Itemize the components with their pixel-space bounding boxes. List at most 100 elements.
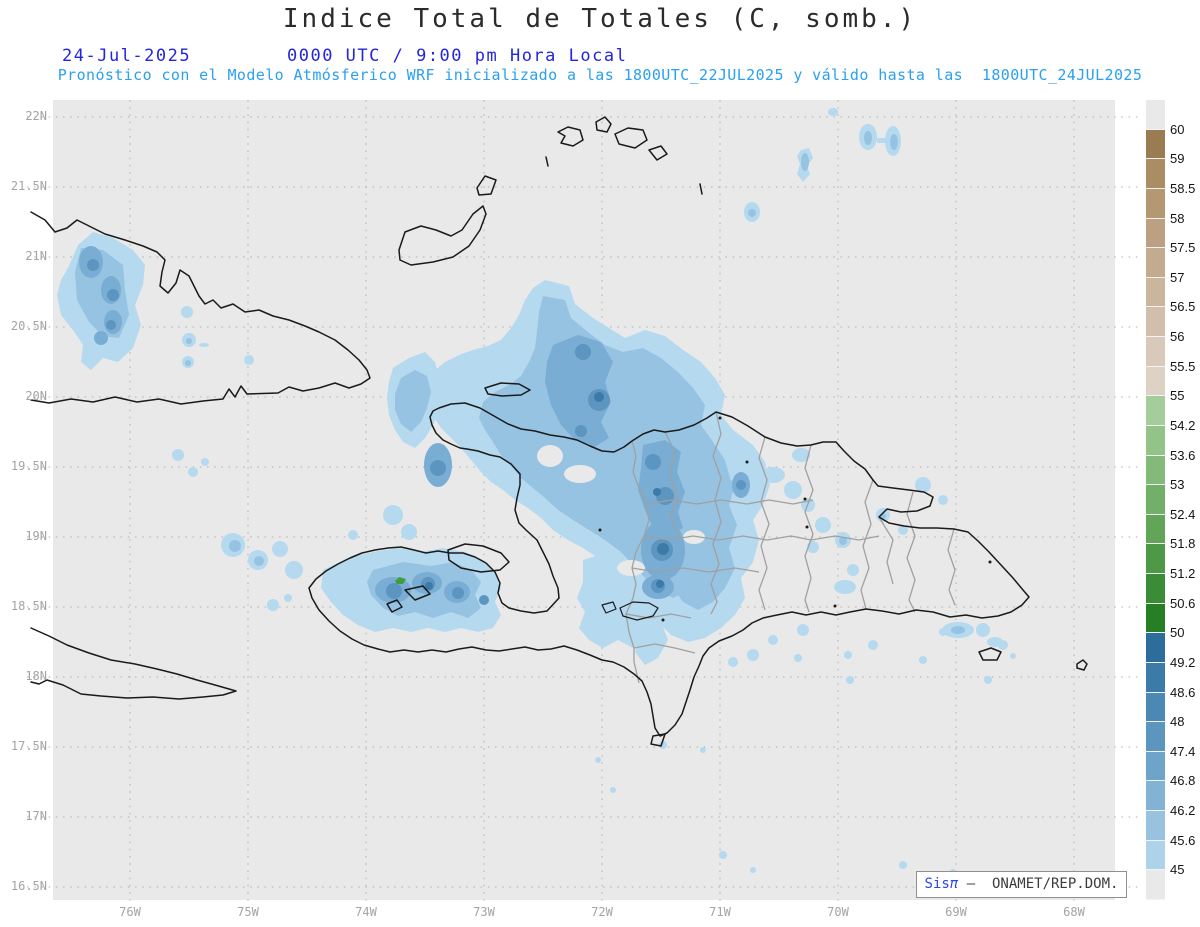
lat-tick-label: 17N (25, 809, 47, 823)
colorbar-tick-label: 45.6 (1170, 832, 1196, 848)
contour-fill-45 (57, 108, 1016, 875)
lat-tick-label: 17.5N (10, 739, 47, 753)
colorbar-segment (1146, 100, 1165, 130)
colorbar-segment (1146, 751, 1165, 782)
brand-pi-icon: π (949, 876, 959, 892)
lon-tick-label: 69W (945, 905, 967, 919)
colorbar-segment (1146, 129, 1165, 160)
colorbar-segment (1146, 159, 1165, 189)
coastline-caicos-1 (557, 126, 584, 147)
colorbar-tick-label: 54.2 (1170, 417, 1196, 433)
lat-tick-label: 19.5N (10, 459, 47, 473)
colorbar-tick-label: 49.2 (1170, 654, 1196, 670)
contour-holes (537, 445, 705, 576)
lon-tick-label: 75W (237, 905, 259, 919)
coastline-jamaica (30, 627, 237, 700)
town-dots (598, 416, 992, 622)
colorbar-segment (1146, 396, 1165, 426)
brand-sis: Sis (924, 876, 950, 892)
coastline-little-inagua (476, 175, 497, 196)
colorbar-segment (1146, 307, 1165, 337)
colorbar-segment (1146, 188, 1165, 219)
colorbar-tick-label: 46.2 (1170, 803, 1196, 819)
colorbar-segment (1146, 485, 1165, 515)
contour-fill-50-green (395, 577, 406, 584)
coastline-ile-a-vache (404, 585, 431, 601)
colorbar-tick-label: 52.4 (1170, 506, 1196, 522)
valid-time-label: 0000 UTC / 9:00 pm Hora Local (287, 46, 628, 66)
colorbar-tick-label: 58 (1170, 210, 1185, 226)
colorbar-segment (1146, 840, 1165, 871)
coastline-gonave (447, 543, 510, 573)
lon-tick-label: 72W (591, 905, 613, 919)
coastline-hispaniola (308, 402, 1030, 737)
attribution-box: Sisπ – ONAMET/REP.DOM. (916, 871, 1127, 898)
colorbar-tick-label: 58.5 (1170, 180, 1196, 196)
coastline-caicos-4 (648, 145, 668, 161)
coastline-west-caicos (545, 156, 549, 167)
colorbar-segment (1146, 781, 1165, 811)
lat-tick-label: 21.5N (10, 179, 47, 193)
colorbar-segment (1146, 277, 1165, 308)
colorbar-tick-label: 50 (1170, 625, 1185, 641)
colorbar-segment (1146, 870, 1165, 900)
lat-tick-label: 20N (25, 389, 47, 403)
colorbar-segment (1146, 603, 1165, 634)
coastline-grand-turk (699, 183, 703, 195)
colorbar-segment (1146, 366, 1165, 397)
page-title: Indice Total de Totales (C, somb.) (282, 4, 918, 34)
contour-fill-46 (75, 131, 965, 634)
colorbar-tick-label: 53.6 (1170, 447, 1196, 463)
colorbar-tick-label: 56.5 (1170, 299, 1196, 315)
colorbar (1146, 100, 1165, 900)
colorbar-segment (1146, 514, 1165, 545)
coastline-mona (1076, 659, 1088, 671)
colorbar-segment (1146, 248, 1165, 278)
attribution-text: – ONAMET/REP.DOM. (958, 876, 1119, 892)
colorbar-tick-label: 50.6 (1170, 595, 1196, 611)
lon-tick-label: 76W (119, 905, 141, 919)
map-canvas (27, 100, 1139, 906)
lake-enriquillo (619, 601, 659, 621)
lon-tick-label: 71W (709, 905, 731, 919)
colorbar-segment (1146, 218, 1165, 249)
coastline-beata (650, 733, 666, 747)
contour-fill-49 (425, 392, 669, 590)
coastline-cuba (30, 211, 371, 405)
colorbar-segment (1146, 633, 1165, 663)
coastline-saona (978, 647, 1002, 661)
colorbar-segment (1146, 811, 1165, 841)
lat-tick-label: 18N (25, 669, 47, 683)
haiti-dr-border (625, 440, 650, 684)
lat-tick-label: 22N (25, 109, 47, 123)
colorbar-segment (1146, 544, 1165, 574)
colorbar-segment (1146, 692, 1165, 723)
colorbar-tick-label: 47.4 (1170, 743, 1196, 759)
coastline-tortuga (484, 382, 531, 397)
lon-tick-label: 73W (473, 905, 495, 919)
colorbar-tick-label: 46.8 (1170, 773, 1196, 789)
lat-tick-label: 16.5N (10, 879, 47, 893)
colorbar-segment (1146, 425, 1165, 456)
valid-date-label: 24-Jul-2025 (62, 46, 192, 66)
lon-tick-label: 74W (355, 905, 377, 919)
colorbar-tick-label: 51.2 (1170, 566, 1196, 582)
coastlines (30, 116, 1088, 747)
lat-tick-label: 21N (25, 249, 47, 263)
colorbar-tick-label: 56 (1170, 329, 1185, 345)
colorbar-tick-label: 55.5 (1170, 358, 1196, 374)
forecast-note: Pronóstico con el Modelo Atmósferico WRF… (57, 66, 1143, 84)
contour-fill-48 (87, 259, 746, 605)
colorbar-tick-label: 59 (1170, 151, 1185, 167)
admin-boundaries (625, 411, 956, 684)
colorbar-tick-label: 57.5 (1170, 240, 1196, 256)
coastline-caicos-2 (595, 116, 612, 133)
colorbar-tick-label: 48 (1170, 714, 1185, 730)
coastline-great-inagua (398, 205, 487, 266)
lon-tick-label: 68W (1063, 905, 1085, 919)
colorbar-segment (1146, 337, 1165, 367)
lake-saumatre (601, 601, 617, 614)
lon-tick-label: 70W (827, 905, 849, 919)
colorbar-tick-label: 45 (1170, 862, 1185, 878)
